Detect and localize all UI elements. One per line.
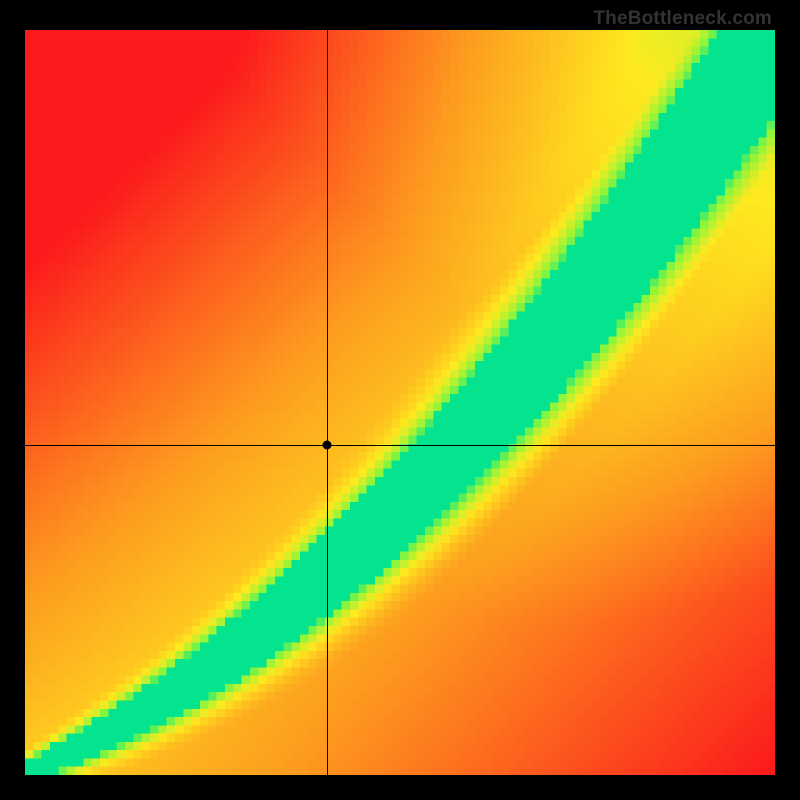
crosshair-vertical [327, 30, 328, 775]
watermark-text: TheBottleneck.com [593, 8, 772, 30]
heatmap-chart [25, 30, 775, 775]
root: { "watermark": { "text": "TheBottleneck.… [0, 0, 800, 800]
heatmap-canvas [25, 30, 775, 775]
crosshair-marker-dot [322, 440, 331, 449]
crosshair-horizontal [25, 445, 775, 446]
